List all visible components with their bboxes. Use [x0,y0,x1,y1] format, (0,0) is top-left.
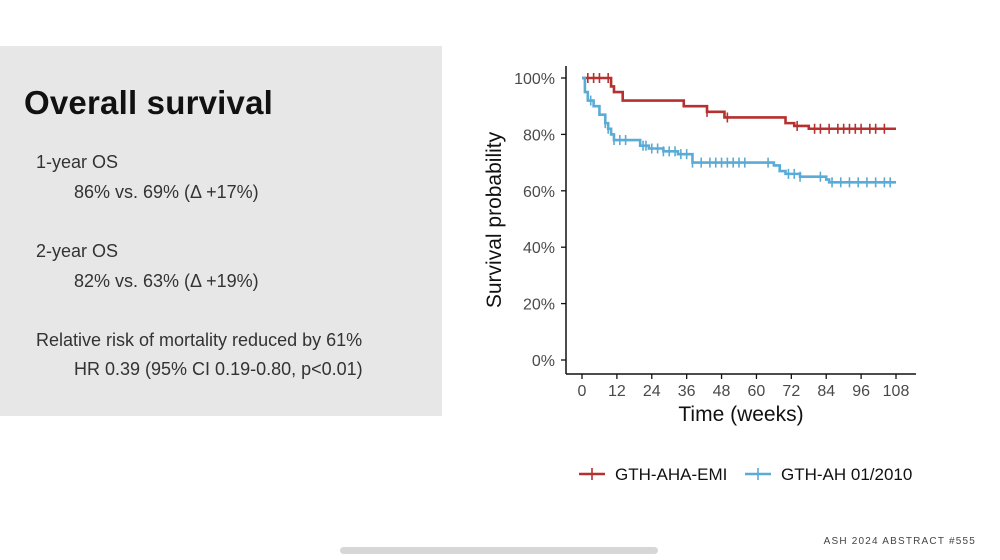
x-tick-label: 48 [713,383,731,400]
stat-value-2yr-os: 82% vs. 63% (Δ +19%) [74,271,259,291]
abstract-footer: ASH 2024 ABSTRACT #555 [823,536,976,547]
x-tick-label: 60 [748,383,766,400]
y-tick-label: 100% [514,71,555,88]
scrollbar[interactable] [340,547,658,554]
slide-title: Overall survival [24,84,274,121]
y-tick-label: 80% [523,127,555,144]
x-tick-label: 24 [643,383,661,400]
km-curve-series-2 [582,76,896,184]
x-tick-label: 84 [817,383,835,400]
x-tick-label: 0 [578,383,587,400]
stat-value-1yr-os: 86% vs. 69% (Δ +17%) [74,182,259,202]
km-curve-series-1 [582,76,896,131]
y-tick-label: 60% [523,184,555,201]
stat-label-1yr-os: 1-year OS [36,152,119,172]
y-tick-label: 20% [523,297,555,314]
x-tick-label: 12 [608,383,626,400]
y-tick-label: 0% [532,353,555,370]
y-axis-title: Survival probability [483,131,506,308]
x-tick-label: 72 [782,383,800,400]
x-tick-label: 108 [883,383,910,400]
stat-label-relative-risk: Relative risk of mortality reduced by 61… [36,330,363,350]
x-tick-label: 96 [852,383,870,400]
y-tick-label: 40% [523,240,555,257]
legend-label: GTH-AHA-EMI [615,465,727,484]
stat-value-hazard-ratio: HR 0.39 (95% CI 0.19-0.80, p<0.01) [74,359,363,379]
summary-panel [0,46,442,416]
legend-label: GTH-AH 01/2010 [781,465,912,484]
x-axis-title: Time (weeks) [678,403,803,426]
x-tick-label: 36 [678,383,696,400]
stat-label-2yr-os: 2-year OS [36,241,119,261]
